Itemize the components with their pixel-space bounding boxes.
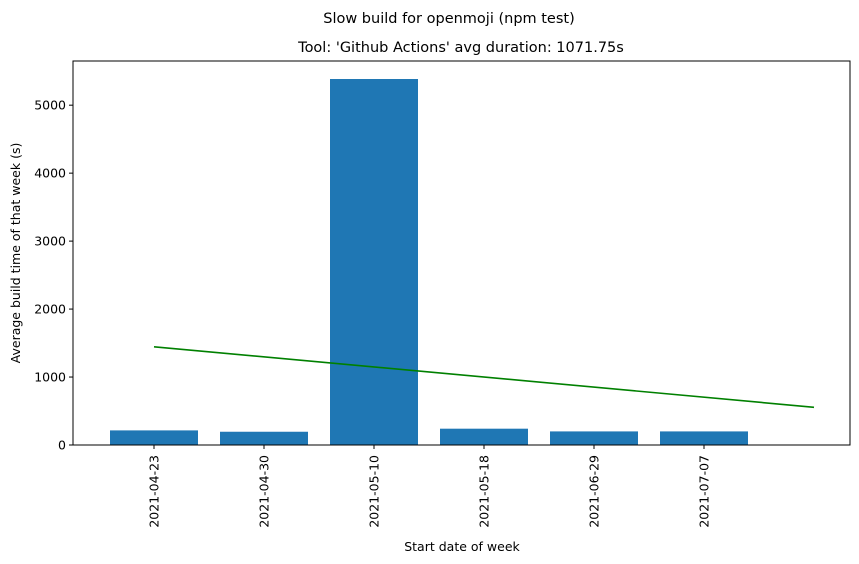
x-tick-label-2021-05-18: 2021-05-18: [477, 455, 492, 528]
y-tick-label-3000: 3000: [34, 234, 66, 249]
bar-2021-04-23: [110, 430, 198, 445]
bars-group: [110, 79, 748, 445]
trend-group: [153, 345, 815, 409]
x-axis: 2021-04-23 2021-04-30 2021-05-10 2021-05-18…: [147, 445, 712, 528]
y-tick-label-2000: 2000: [34, 302, 66, 317]
y-tick-label-5000: 5000: [34, 98, 66, 113]
x-axis-label: Start date of week: [404, 539, 520, 554]
x-tick-label-2021-05-10: 2021-05-10: [367, 455, 382, 528]
bar-2021-06-29: [550, 431, 638, 445]
chart-title: Tool: 'Github Actions' avg duration: 107…: [297, 40, 624, 56]
chart-suptitle: Slow build for openmoji (npm test): [323, 11, 575, 27]
y-tick-label-0: 0: [58, 438, 66, 453]
x-tick-label-2021-06-29: 2021-06-29: [587, 455, 602, 528]
y-tick-label-4000: 4000: [34, 166, 66, 181]
y-axis-label: Average build time of that week (s): [8, 143, 23, 364]
trend-line: [153, 345, 815, 409]
x-tick-label-2021-04-30: 2021-04-30: [257, 455, 272, 528]
x-tick-label-2021-07-07: 2021-07-07: [697, 455, 712, 528]
y-axis: 0 1000 2000 3000 4000 5000: [34, 98, 73, 453]
bar-2021-07-07: [660, 431, 748, 445]
plot-frame: [72, 60, 851, 446]
y-tick-label-1000: 1000: [34, 370, 66, 385]
bar-2021-04-30: [220, 431, 308, 445]
x-tick-label-2021-04-23: 2021-04-23: [147, 455, 162, 528]
bar-2021-05-18: [440, 428, 528, 445]
bar-2021-05-10: [330, 79, 418, 445]
